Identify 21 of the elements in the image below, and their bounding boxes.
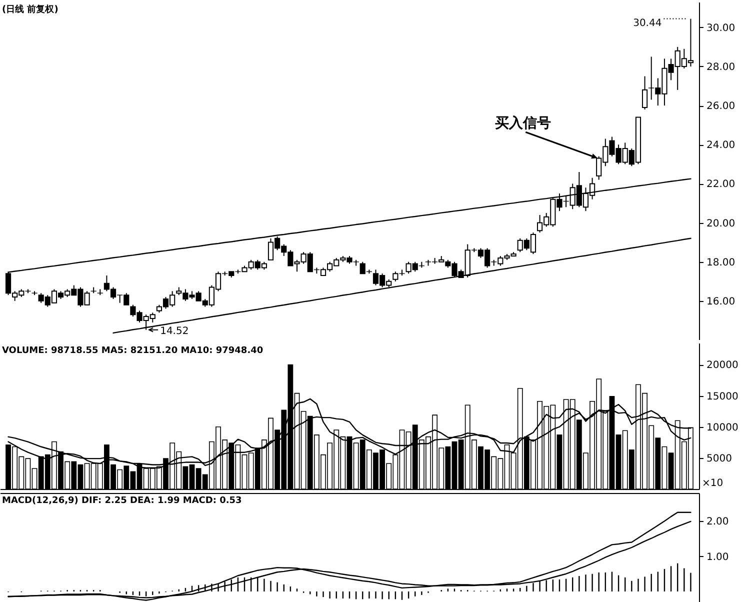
y-tick-label: 28.00 bbox=[706, 62, 736, 73]
annotation: 买入信号 bbox=[494, 116, 551, 132]
y-tick-label: 20000 bbox=[706, 360, 738, 372]
annotation: 14.52 bbox=[160, 326, 189, 337]
y-tick-label: 18.00 bbox=[706, 257, 736, 268]
y-axis-title: ×10 bbox=[702, 478, 724, 489]
chart-title: (日线 前复权) bbox=[2, 4, 58, 15]
y-tick-label: 24.00 bbox=[706, 140, 736, 152]
y-tick-label: 30.00 bbox=[706, 22, 736, 34]
y-tick-label: 15000 bbox=[706, 391, 738, 402]
chart-title: MACD(12,26,9) DIF: 2.25 DEA: 1.99 MACD: 0.53 bbox=[2, 496, 242, 506]
y-tick-label: 1.00 bbox=[706, 552, 729, 563]
y-tick-label: 2.00 bbox=[706, 516, 729, 528]
y-tick-label: 20.00 bbox=[706, 218, 736, 230]
y-tick-label: 22.00 bbox=[706, 179, 736, 190]
chart-title: VOLUME: 98718.55 MA5: 82151.20 MA10: 97948.40 bbox=[2, 346, 264, 356]
y-tick-label: 26.00 bbox=[706, 101, 736, 112]
y-tick-label: 16.00 bbox=[706, 296, 736, 308]
y-tick-label: 10000 bbox=[706, 422, 738, 434]
y-tick-label: 5000 bbox=[706, 453, 732, 464]
annotation: 30.44 bbox=[633, 18, 662, 29]
